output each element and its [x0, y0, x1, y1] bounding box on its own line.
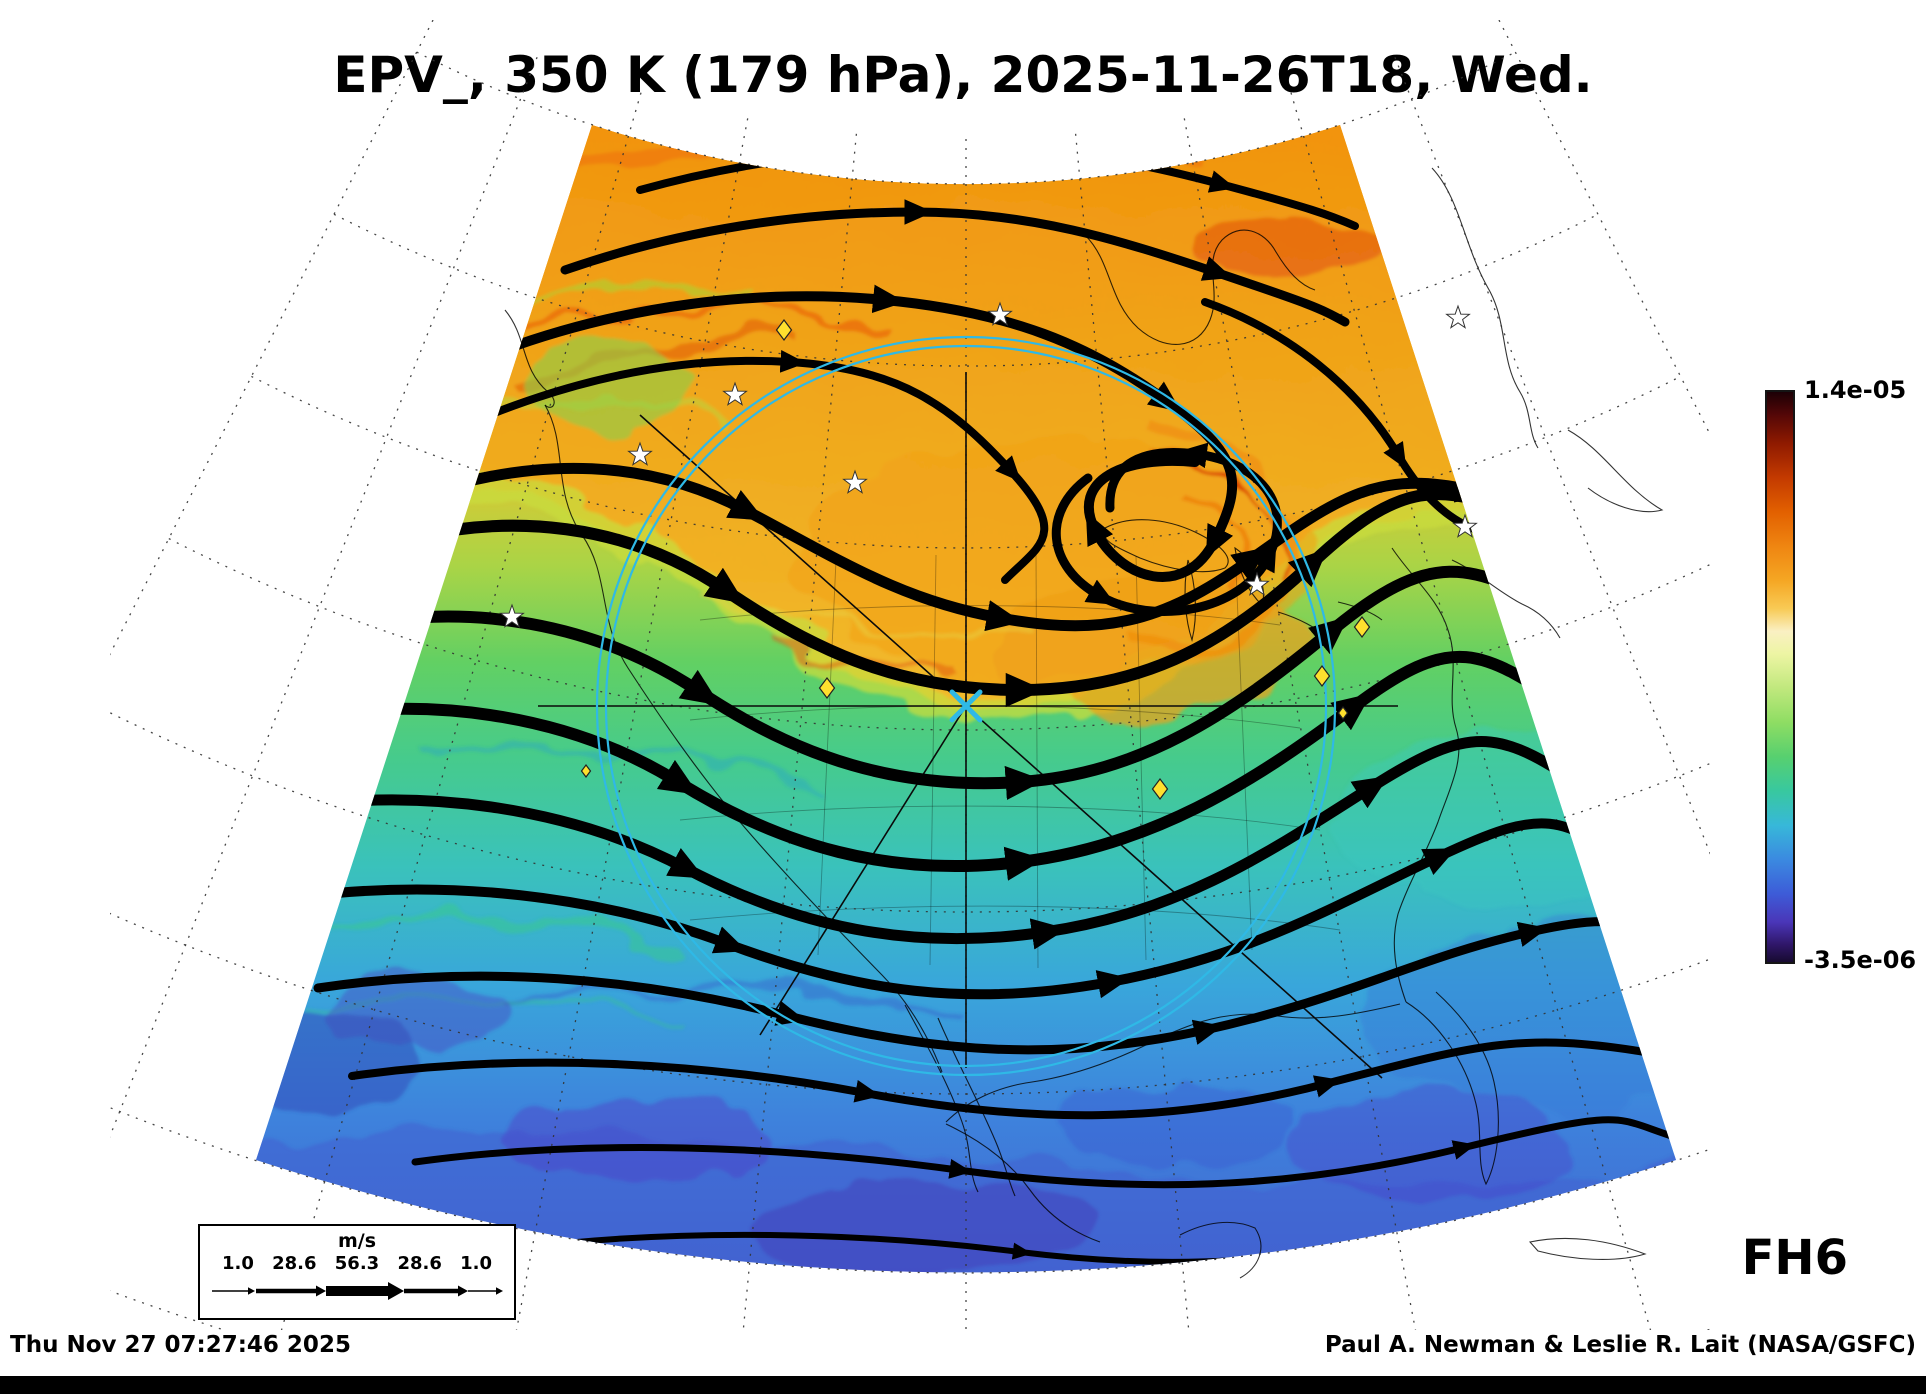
- diamond-marker-icon: [1151, 778, 1169, 800]
- wind-legend-value: 1.0: [222, 1253, 254, 1274]
- star-marker-icon: [1244, 571, 1270, 596]
- colorbar-gradient: [1765, 390, 1795, 964]
- colorbar-min-label: -3.5e-06: [1804, 946, 1917, 974]
- wind-speed-legend: m/s 1.0 28.6 56.3 28.6 1.0: [198, 1224, 516, 1320]
- wind-legend-value: 1.0: [460, 1253, 492, 1274]
- star-marker-icon: [842, 469, 868, 494]
- diamond-marker-icon: [1313, 665, 1331, 687]
- wind-legend-value: 28.6: [272, 1253, 317, 1274]
- diamond-marker-icon: [1353, 616, 1371, 638]
- generation-timestamp: Thu Nov 27 07:27:46 2025: [10, 1332, 351, 1358]
- diamond-marker-icon: [818, 677, 836, 699]
- diamond-marker-icon: [775, 319, 793, 341]
- wind-speed-arrow-glyph: [212, 1282, 503, 1300]
- wind-legend-values: 1.0 28.6 56.3 28.6 1.0: [200, 1253, 514, 1274]
- star-marker-icon: [722, 381, 748, 406]
- station-markers: [499, 301, 1478, 800]
- bottom-black-bar: [0, 1376, 1926, 1394]
- forecast-hour-label: FH6: [1741, 1230, 1848, 1286]
- diamond-marker-icon: [1337, 706, 1349, 720]
- wind-legend-value: 28.6: [397, 1253, 442, 1274]
- credit-text: Paul A. Newman & Leslie R. Lait (NASA/GS…: [1324, 1332, 1916, 1358]
- star-marker-icon: [499, 603, 525, 628]
- star-marker-icon: [987, 301, 1013, 326]
- wind-legend-units: m/s: [337, 1230, 377, 1252]
- diamond-marker-icon: [580, 764, 592, 778]
- range-circle: [595, 335, 1337, 1077]
- star-marker-icon: [1452, 513, 1478, 538]
- star-marker-icon: [627, 441, 653, 466]
- colorbar-max-label: 1.4e-05: [1804, 376, 1907, 404]
- star-marker-icon: [1445, 304, 1471, 329]
- center-x-marker: [949, 689, 983, 723]
- wind-legend-value: 56.3: [334, 1253, 380, 1274]
- page-title: EPV_, 350 K (179 hPa), 2025-11-26T18, We…: [333, 46, 1593, 104]
